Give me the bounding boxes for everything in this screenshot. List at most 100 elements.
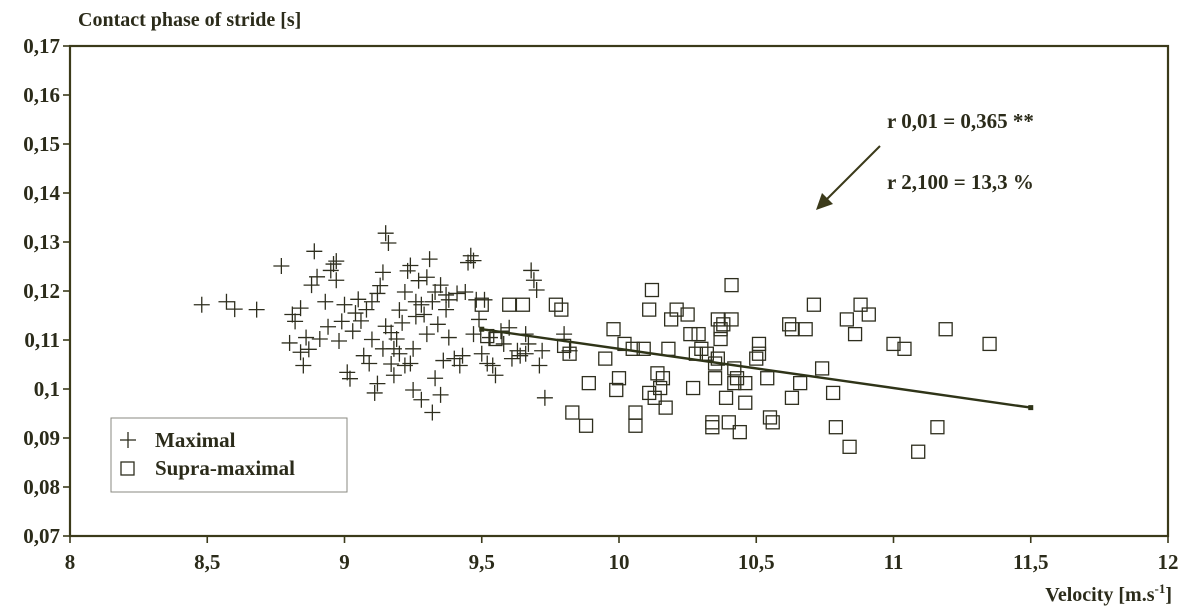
x-tick-label: 8,5 (194, 550, 220, 574)
maximal-point (463, 248, 479, 264)
maximal-point (487, 367, 503, 383)
x-tick-label: 11,5 (1013, 550, 1049, 574)
maximal-point (405, 382, 421, 398)
supra-maximal-point (629, 406, 642, 419)
supra-maximal-point (783, 318, 796, 331)
x-tick-label: 9,5 (469, 550, 495, 574)
maximal-point (455, 348, 471, 364)
x-axis-ticks: 8 8,5 9 9,5 10 10,5 11 11,5 12 (65, 536, 1179, 574)
maximal-point (345, 323, 361, 339)
maximal-point (441, 292, 457, 308)
supra-maximal-point (714, 333, 727, 346)
maximal-point (372, 278, 388, 294)
maximal-point (342, 371, 358, 387)
supra-maximal-point (684, 328, 697, 341)
y-tick-label: 0,13 (23, 230, 60, 254)
legend-label-supra-maximal: Supra-maximal (155, 456, 295, 480)
supra-maximal-point (711, 313, 724, 326)
supra-maximal-point (816, 362, 829, 375)
supra-maximal-point (766, 416, 779, 429)
supra-maximal-point (807, 298, 820, 311)
maximal-point (391, 302, 407, 318)
supra-maximal-point (785, 323, 798, 336)
supra-maximal-point (912, 445, 925, 458)
supra-maximal-point (687, 382, 700, 395)
supra-maximal-point (840, 313, 853, 326)
annotation-arrow (816, 146, 880, 210)
trend-line (482, 329, 1031, 407)
y-tick-label: 0,07 (23, 524, 60, 548)
supra-maximal-point (799, 323, 812, 336)
supra-maximal-point (580, 419, 593, 432)
supra-maximal-point (931, 421, 944, 434)
maximal-point (306, 243, 322, 259)
supra-maximal-point (629, 419, 642, 432)
maximal-point (312, 331, 328, 347)
supra-maximal-point (794, 377, 807, 390)
supra-maximal-point (983, 337, 996, 350)
maximal-point (317, 294, 333, 310)
maximal-point (301, 341, 317, 357)
y-tick-label: 0,12 (23, 279, 60, 303)
maximal-point (476, 292, 492, 308)
maximal-point (378, 225, 394, 241)
supra-maximal-point (665, 313, 678, 326)
maximal-point (380, 235, 396, 251)
maximal-point (394, 315, 410, 331)
y-axis-ticks: 0,070,080,090,10,110,120,130,140,150,160… (23, 34, 70, 548)
maximal-point (249, 302, 265, 318)
supra-maximal-point (731, 372, 744, 385)
x-tick-label: 12 (1158, 550, 1179, 574)
supra-maximal-point (692, 328, 705, 341)
y-tick-label: 0,08 (23, 475, 60, 499)
supra-maximal-point (555, 303, 568, 316)
maximal-point (424, 294, 440, 310)
y-tick-label: 0,1 (34, 377, 60, 401)
supra-maximal-point (829, 421, 842, 434)
maximal-point (194, 297, 210, 313)
supra-maximal-point (643, 303, 656, 316)
maximal-point (334, 313, 350, 329)
supra-maximal-point (720, 391, 733, 404)
maximal-point (273, 258, 289, 274)
x-tick-label: 10 (609, 550, 630, 574)
y-tick-label: 0,11 (24, 328, 60, 352)
supra-maximal-point (717, 318, 730, 331)
maximal-point (435, 353, 451, 369)
supra-maximal-point (761, 372, 774, 385)
maximal-point (364, 332, 380, 348)
supra-maximal-point (607, 323, 620, 336)
maximal-point (375, 264, 391, 280)
supra-maximal-point (503, 298, 516, 311)
y-tick-label: 0,17 (23, 34, 60, 58)
supra-maximal-point (827, 386, 840, 399)
supra-maximal-point (862, 308, 875, 321)
maximal-point (457, 284, 473, 300)
supra-maximal-point (516, 298, 529, 311)
supra-maximal-point (763, 411, 776, 424)
maximal-point (295, 357, 311, 373)
maximal-point (562, 343, 578, 359)
maximal-point (227, 301, 243, 317)
maximal-point (433, 387, 449, 403)
legend: Maximal Supra-maximal (111, 418, 347, 492)
x-tick-label: 11 (884, 550, 904, 574)
maximal-point (218, 294, 234, 310)
maximal-point (531, 357, 547, 373)
determination-annotation: r 2,100 = 13,3 % (887, 170, 1034, 194)
maximal-point (529, 282, 545, 298)
supra-maximal-point (613, 372, 626, 385)
legend-label-maximal: Maximal (155, 428, 236, 452)
supra-maximal-point (849, 328, 862, 341)
supra-maximal-point (566, 406, 579, 419)
maximal-point (471, 311, 487, 327)
maximal-point (320, 319, 336, 335)
supra-maximal-point (785, 391, 798, 404)
y-tick-label: 0,09 (23, 426, 60, 450)
maximal-point (411, 273, 427, 289)
maximal-point (424, 405, 440, 421)
supra-maximal-point (739, 396, 752, 409)
supra-maximal-point (706, 416, 719, 429)
maximal-point (397, 284, 413, 300)
